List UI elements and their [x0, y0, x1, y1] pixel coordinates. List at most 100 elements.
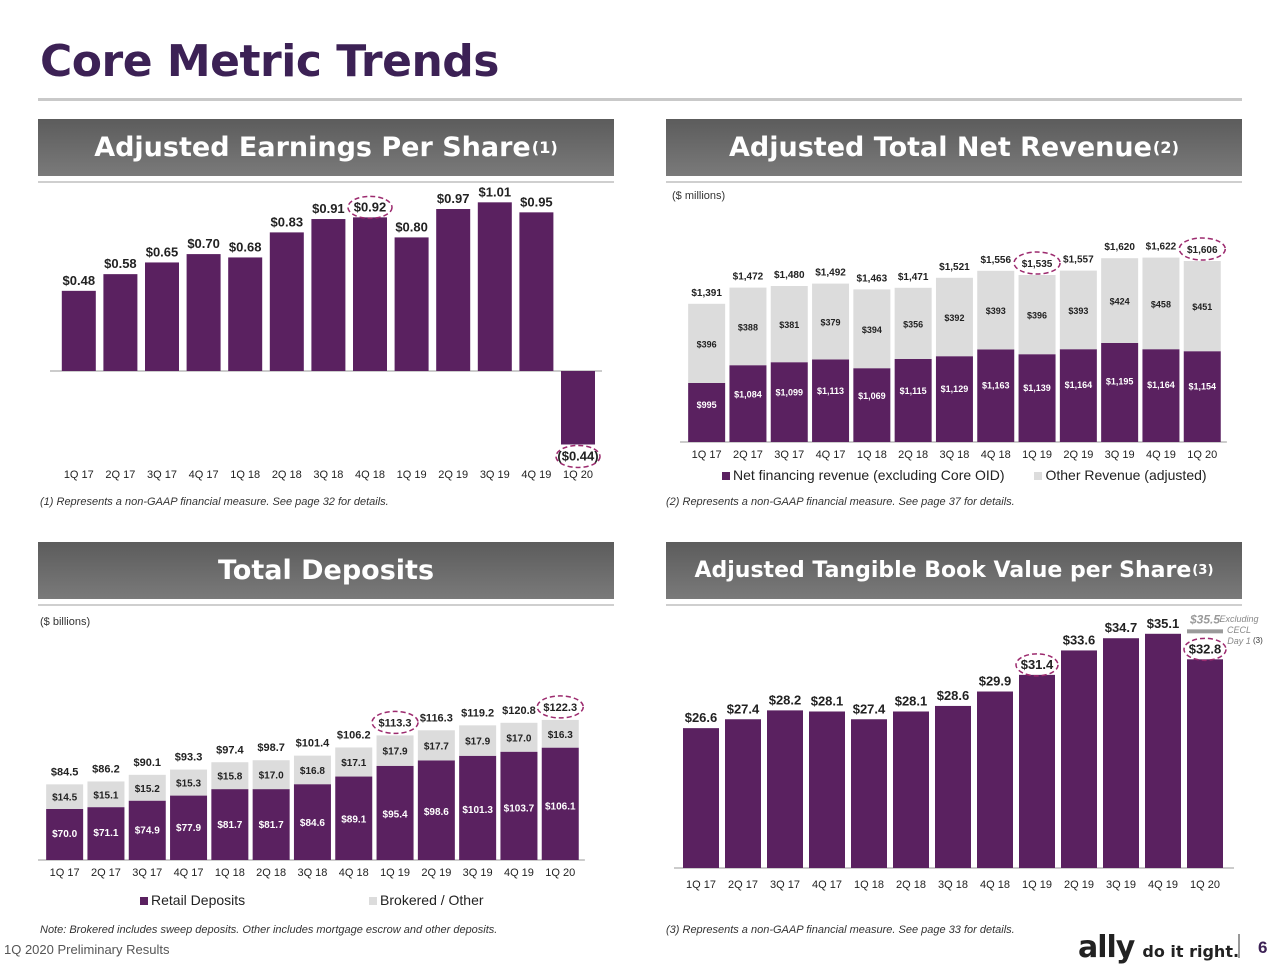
tbv-x-tick-label: 1Q 20 [1190, 879, 1220, 891]
revenue-legend-label-other: Other Revenue (adjusted) [1045, 467, 1207, 483]
legend-swatch-secondary [369, 897, 378, 906]
revenue-primary-value-label: $1,113 [817, 386, 844, 396]
deposits-secondary-value-label: $17.1 [341, 758, 366, 769]
deposits-bar-secondary-2q-19 [417, 730, 455, 761]
revenue-panel-title: Adjusted Total Net Revenue [729, 132, 1152, 163]
tbv-data-label: $29.9 [979, 674, 1012, 689]
revenue-bar-secondary-1q-17 [688, 303, 726, 383]
eps-bar-4q-19 [519, 212, 554, 371]
eps-bar-3q-17 [145, 262, 179, 371]
revenue-total-label: $1,557 [1063, 255, 1094, 266]
deposits-bar-primary-2q-19 [417, 760, 455, 860]
revenue-bar-secondary-4q-18 [977, 270, 1015, 350]
revenue-bar-primary-2q-19 [1059, 349, 1097, 442]
deposits-secondary-value-label: $16.3 [548, 730, 573, 741]
deposits-primary-value-label: $103.7 [504, 803, 535, 814]
revenue-x-tick-label: 1Q 20 [1187, 449, 1217, 461]
deposits-primary-value-label: $81.7 [259, 820, 284, 831]
revenue-x-tick-label: 3Q 19 [1105, 449, 1135, 461]
tbv-bar-1q-18 [851, 719, 887, 868]
deposits-legend-label-brokered: Brokered / Other [380, 892, 484, 908]
deposits-x-tick-label: 1Q 18 [215, 867, 245, 879]
eps-data-label: $0.58 [104, 256, 137, 271]
eps-data-label: $0.65 [146, 244, 179, 259]
eps-bar-4q-18 [353, 217, 387, 371]
revenue-primary-value-label: $1,139 [1023, 383, 1051, 393]
deposits-secondary-value-label: $17.9 [383, 747, 408, 758]
revenue-secondary-value-label: $396 [1027, 311, 1047, 321]
tbv-bar-2q-18 [893, 711, 929, 868]
tbv-annotation-footnote-ref: (3) [1253, 636, 1263, 645]
revenue-bar-primary-4q-18 [977, 349, 1015, 442]
revenue-title-footnote-ref: (2) [1152, 138, 1179, 157]
deposits-bar-secondary-4q-19 [500, 722, 538, 752]
deposits-secondary-value-label: $15.3 [176, 779, 201, 790]
deposits-bar-primary-1q-20 [541, 747, 579, 860]
eps-data-label: $0.97 [437, 191, 470, 206]
deposits-panel-title: Total Deposits [217, 555, 435, 586]
tbv-excl-cecl-marker [1187, 629, 1223, 634]
eps-panel-header: Adjusted Earnings Per Share (1) [38, 119, 614, 176]
revenue-bar-secondary-2q-18 [894, 287, 932, 359]
eps-bar-1q-20 [561, 371, 595, 445]
revenue-x-tick-label: 4Q 17 [816, 449, 846, 461]
revenue-bar-secondary-3q-18 [935, 277, 973, 357]
tbv-data-label: $27.4 [853, 701, 886, 716]
revenue-primary-value-label: $1,164 [1147, 380, 1175, 390]
eps-bar-1q-18 [228, 257, 263, 371]
revenue-bar-secondary-4q-17 [812, 283, 850, 360]
eps-data-label: $1.01 [479, 184, 512, 199]
deposits-secondary-value-label: $17.0 [259, 771, 284, 782]
eps-x-tick-label: 2Q 19 [438, 469, 468, 481]
deposits-unit-label: ($ billions) [40, 616, 91, 628]
revenue-primary-value-label: $1,154 [1188, 381, 1216, 391]
deposits-total-label: $98.7 [257, 742, 285, 754]
revenue-x-tick-label: 1Q 19 [1022, 449, 1052, 461]
revenue-x-tick-label: 2Q 17 [733, 449, 763, 461]
tbv-panel-title: Adjusted Tangible Book Value per Share [694, 558, 1192, 583]
deposits-total-label: $90.1 [133, 757, 161, 769]
revenue-secondary-value-label: $393 [986, 306, 1006, 316]
deposits-x-tick-label: 3Q 19 [463, 867, 493, 879]
eps-data-label: $0.48 [63, 273, 96, 288]
deposits-bar-secondary-1q-20 [541, 719, 579, 748]
deposits-x-tick-label: 3Q 18 [297, 867, 327, 879]
deposits-bar-primary-4q-18 [335, 776, 373, 860]
revenue-panel-header: Adjusted Total Net Revenue (2) [666, 119, 1242, 176]
deposits-bar-primary-3q-19 [459, 755, 497, 860]
deposits-bar-secondary-1q-18 [211, 762, 249, 790]
deposits-primary-value-label: $81.7 [217, 820, 242, 831]
deposits-bar-secondary-1q-17 [46, 784, 84, 809]
revenue-total-label: $1,463 [857, 273, 888, 284]
deposits-secondary-value-label: $17.9 [465, 737, 490, 748]
deposits-legend: Retail Deposits Brokered / Other [140, 892, 484, 908]
revenue-bar-primary-3q-17 [770, 362, 808, 442]
deposits-bar-primary-2q-17 [87, 807, 125, 860]
deposits-x-tick-label: 1Q 19 [380, 867, 410, 879]
deposits-x-tick-label: 2Q 19 [421, 867, 451, 879]
revenue-bar-secondary-2q-19 [1059, 270, 1097, 350]
tbv-bar-1q-20 [1187, 659, 1223, 868]
revenue-bar-primary-4q-17 [812, 359, 850, 442]
eps-bar-3q-18 [311, 219, 346, 371]
deposits-primary-value-label: $71.1 [93, 828, 118, 839]
revenue-primary-value-label: $1,129 [941, 384, 969, 394]
eps-data-label: $0.95 [520, 194, 553, 209]
revenue-total-label: $1,556 [980, 255, 1011, 266]
deposits-secondary-value-label: $15.8 [217, 772, 242, 783]
revenue-total-label: $1,521 [939, 262, 970, 273]
revenue-total-label: $1,391 [691, 288, 722, 299]
revenue-total-label: $1,535 [1022, 259, 1053, 270]
deposits-total-label: $93.3 [175, 752, 203, 764]
eps-bar-1q-19 [394, 237, 429, 371]
eps-highlight-ring [555, 444, 601, 469]
tbv-data-label: $35.1 [1147, 616, 1180, 631]
revenue-legend-label-nfr: Net financing revenue (excluding Core OI… [733, 467, 1005, 483]
deposits-primary-value-label: $74.9 [135, 825, 160, 836]
revenue-x-tick-label: 1Q 18 [857, 449, 887, 461]
eps-data-label: ($0.44) [557, 448, 598, 463]
tbv-annotation-line: Day 1 [1227, 636, 1251, 646]
page-number: 6 [1258, 938, 1268, 957]
ally-logo: ally do it right. [1078, 930, 1239, 965]
tbv-panel-header: Adjusted Tangible Book Value per Share (3… [666, 542, 1242, 599]
